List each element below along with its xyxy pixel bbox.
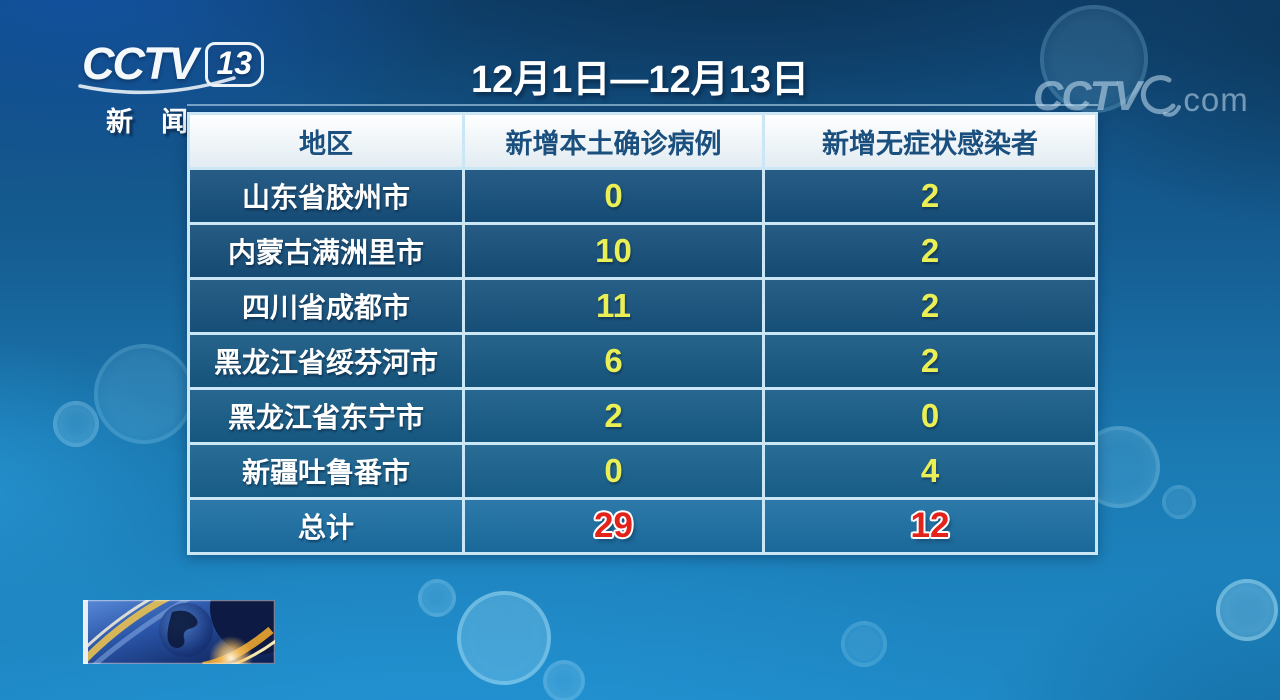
- table-row-asymptomatic: 2: [765, 170, 1095, 222]
- virus-particle-decoration: [1040, 5, 1148, 113]
- covid-data-table: 地区 新增本土确诊病例 新增无症状感染者 山东省胶州市 0 2 内蒙古满洲里市 …: [187, 112, 1098, 555]
- table-row-asymptomatic: 4: [765, 445, 1095, 497]
- column-header-asymptomatic: 新增无症状感染者: [765, 115, 1095, 167]
- watermark-brand-text: CCTV: [1033, 72, 1141, 119]
- table-row-asymptomatic: 2: [765, 225, 1095, 277]
- table-row-asymptomatic: 2: [765, 280, 1095, 332]
- studio-promo-thumbnail: [83, 600, 275, 664]
- table-row-confirmed: 11: [465, 280, 762, 332]
- table-row-confirmed: 2: [465, 390, 762, 442]
- table-row-region: 新疆吐鲁番市: [190, 445, 462, 497]
- watermark-swoosh-icon: [1141, 75, 1182, 117]
- table-row-confirmed: 0: [465, 445, 762, 497]
- table-row-region: 黑龙江省东宁市: [190, 390, 462, 442]
- table-row-confirmed: 10: [465, 225, 762, 277]
- total-asymptomatic-value: 12: [765, 500, 1095, 552]
- cctv-com-watermark: CCTV com: [1033, 70, 1249, 122]
- virus-particle-decoration: [1162, 485, 1196, 519]
- virus-particle-decoration: [841, 621, 887, 667]
- table-row-region: 四川省成都市: [190, 280, 462, 332]
- watermark-suffix-text: com: [1183, 81, 1249, 118]
- column-header-region: 地区: [190, 115, 462, 167]
- virus-particle-decoration: [418, 579, 456, 617]
- table-row-confirmed: 0: [465, 170, 762, 222]
- table-row-confirmed: 6: [465, 335, 762, 387]
- table-top-highlight-line: [187, 104, 1098, 106]
- table-row-asymptomatic: 2: [765, 335, 1095, 387]
- virus-particle-decoration: [1216, 579, 1278, 641]
- channel-name-label: 新闻: [106, 107, 216, 137]
- total-confirmed-value: 29: [465, 500, 762, 552]
- virus-particle-decoration: [94, 344, 194, 444]
- virus-particle-decoration: [543, 660, 585, 700]
- column-header-confirmed: 新增本土确诊病例: [465, 115, 762, 167]
- virus-particle-decoration: [457, 591, 551, 685]
- virus-particle-decoration: [53, 401, 99, 447]
- table-row-asymptomatic: 0: [765, 390, 1095, 442]
- table-row-region: 黑龙江省绥芬河市: [190, 335, 462, 387]
- table-row-region: 内蒙古满洲里市: [190, 225, 462, 277]
- table-row-region: 山东省胶州市: [190, 170, 462, 222]
- total-row-label: 总计: [190, 500, 462, 552]
- date-range-title: 12月1日—12月13日: [471, 59, 809, 101]
